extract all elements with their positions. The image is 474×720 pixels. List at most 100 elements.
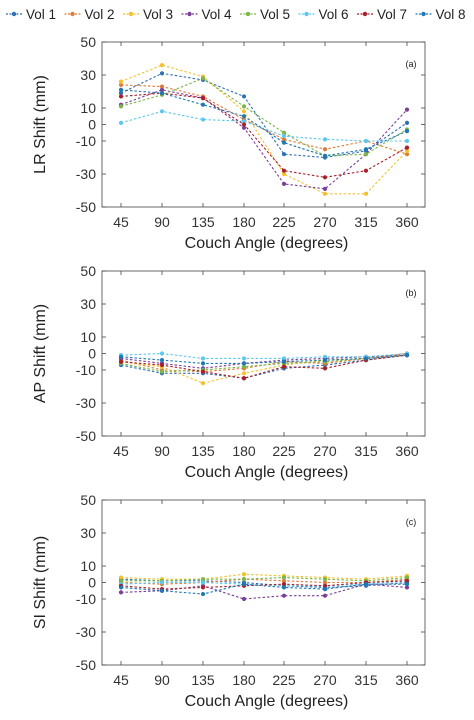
x-tick-label: 180 bbox=[232, 443, 256, 459]
data-point bbox=[241, 104, 247, 109]
data-point bbox=[241, 596, 247, 602]
x-tick-label: 135 bbox=[191, 443, 215, 459]
data-point bbox=[200, 585, 206, 590]
series-line bbox=[120, 77, 408, 157]
series-vol-8 bbox=[118, 582, 410, 597]
x-axis-label: Couch Angle (degrees) bbox=[185, 235, 349, 252]
x-tick-label: 90 bbox=[154, 672, 170, 688]
legend-swatch-marker bbox=[245, 11, 251, 17]
x-tick-label: 360 bbox=[395, 672, 419, 688]
x-tick-label: 315 bbox=[354, 443, 378, 459]
data-point bbox=[241, 577, 247, 582]
data-point bbox=[404, 575, 410, 580]
data-point bbox=[118, 79, 124, 84]
legend-entry: Vol 5 bbox=[240, 7, 290, 22]
legend-label: Vol 2 bbox=[85, 7, 115, 22]
data-point bbox=[363, 582, 369, 587]
data-point bbox=[159, 588, 165, 593]
legend-swatch-marker bbox=[70, 11, 75, 17]
series-line bbox=[120, 354, 408, 379]
series-line bbox=[120, 354, 408, 364]
series-line bbox=[120, 583, 408, 600]
data-point bbox=[322, 587, 328, 592]
data-point bbox=[118, 120, 124, 125]
series-vol-7 bbox=[118, 91, 410, 180]
x-tick-label: 45 bbox=[113, 672, 129, 688]
data-point bbox=[159, 63, 165, 68]
data-point bbox=[118, 91, 124, 96]
data-point bbox=[404, 107, 410, 112]
legend-entry: Vol 8 bbox=[415, 7, 466, 22]
data-point bbox=[322, 358, 328, 363]
legend-entry: Vol 3 bbox=[123, 7, 173, 22]
x-tick-label: 270 bbox=[313, 672, 337, 688]
y-tick-label: 10 bbox=[80, 329, 96, 345]
data-point bbox=[322, 186, 328, 191]
data-point bbox=[159, 358, 165, 363]
data-point bbox=[322, 593, 328, 598]
y-tick-label: 30 bbox=[80, 67, 96, 83]
data-point bbox=[241, 122, 247, 127]
data-point bbox=[322, 577, 328, 582]
series-line bbox=[120, 580, 408, 590]
y-tick-label: -30 bbox=[76, 395, 96, 411]
y-tick-label: 0 bbox=[88, 117, 96, 133]
y-tick-label: -50 bbox=[76, 199, 96, 215]
data-point bbox=[363, 356, 369, 361]
data-point bbox=[159, 109, 165, 114]
series-line bbox=[120, 352, 408, 360]
x-tick-label: 180 bbox=[232, 214, 256, 230]
data-point bbox=[363, 138, 369, 144]
legend-swatch-marker bbox=[128, 11, 134, 17]
y-tick-label: -50 bbox=[76, 428, 96, 444]
x-tick-label: 180 bbox=[232, 672, 256, 688]
legend-swatch-marker bbox=[304, 11, 309, 17]
data-point bbox=[200, 102, 206, 107]
data-point bbox=[281, 168, 287, 173]
x-tick-label: 225 bbox=[272, 672, 296, 688]
y-tick-label: -50 bbox=[76, 657, 96, 673]
series-line bbox=[120, 92, 408, 178]
legend-swatch-marker bbox=[362, 11, 368, 17]
data-point bbox=[404, 578, 410, 583]
legend-entry: Vol 6 bbox=[298, 7, 349, 22]
data-point bbox=[200, 591, 206, 597]
y-axis-label: LR Shift (mm) bbox=[32, 75, 49, 174]
data-point bbox=[322, 366, 328, 371]
data-point bbox=[200, 76, 206, 81]
series-vol-8 bbox=[118, 87, 410, 158]
data-point bbox=[404, 138, 410, 144]
data-point bbox=[322, 153, 328, 158]
legend-entry: Vol 7 bbox=[357, 7, 407, 22]
y-tick-label: 50 bbox=[80, 263, 96, 279]
data-point bbox=[281, 133, 287, 139]
data-point bbox=[404, 129, 410, 134]
x-tick-label: 270 bbox=[313, 443, 337, 459]
data-point bbox=[404, 145, 410, 150]
legend-entry: Vol 2 bbox=[64, 7, 115, 22]
data-point bbox=[322, 191, 328, 196]
legend-entry: Vol 1 bbox=[6, 7, 56, 22]
data-point bbox=[200, 117, 206, 122]
data-point bbox=[241, 356, 247, 361]
y-axis-label: AP Shift (mm) bbox=[32, 304, 49, 403]
x-tick-label: 225 bbox=[272, 214, 296, 230]
x-tick-label: 315 bbox=[354, 214, 378, 230]
series-line bbox=[120, 573, 408, 580]
y-tick-label: 50 bbox=[80, 34, 96, 50]
y-tick-label: 50 bbox=[80, 492, 96, 508]
data-point bbox=[363, 152, 369, 157]
x-tick-label: 90 bbox=[154, 214, 170, 230]
x-tick-label: 360 bbox=[395, 443, 419, 459]
x-tick-label: 225 bbox=[272, 443, 296, 459]
data-point bbox=[241, 364, 247, 369]
data-point bbox=[404, 353, 410, 358]
data-point bbox=[322, 137, 328, 142]
data-point bbox=[241, 94, 247, 99]
data-point bbox=[281, 130, 287, 135]
data-point bbox=[118, 94, 124, 99]
data-point bbox=[281, 578, 287, 583]
x-axis-label: Couch Angle (degrees) bbox=[185, 693, 349, 710]
